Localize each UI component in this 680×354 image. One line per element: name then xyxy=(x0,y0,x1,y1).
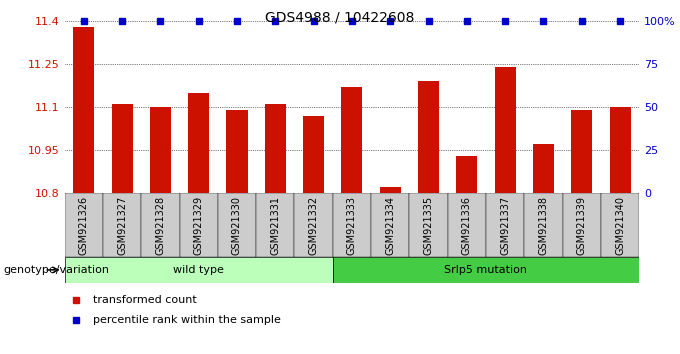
Bar xyxy=(456,156,477,193)
Text: GSM921340: GSM921340 xyxy=(615,196,625,255)
Bar xyxy=(533,144,554,193)
Bar xyxy=(303,116,324,193)
Bar xyxy=(265,104,286,193)
Text: Srlp5 mutation: Srlp5 mutation xyxy=(445,265,528,275)
FancyBboxPatch shape xyxy=(409,193,447,257)
Text: transformed count: transformed count xyxy=(93,295,197,305)
Bar xyxy=(341,87,362,193)
Bar xyxy=(150,107,171,193)
Text: GSM921329: GSM921329 xyxy=(194,196,204,255)
FancyBboxPatch shape xyxy=(524,193,562,257)
Text: genotype/variation: genotype/variation xyxy=(3,265,109,275)
Bar xyxy=(188,93,209,193)
FancyBboxPatch shape xyxy=(486,193,524,257)
FancyBboxPatch shape xyxy=(371,193,409,257)
FancyBboxPatch shape xyxy=(333,257,639,282)
Text: GSM921335: GSM921335 xyxy=(424,196,434,255)
Text: GSM921339: GSM921339 xyxy=(577,196,587,255)
Text: wild type: wild type xyxy=(173,265,224,275)
FancyBboxPatch shape xyxy=(294,193,333,257)
Text: GSM921333: GSM921333 xyxy=(347,196,357,255)
Text: percentile rank within the sample: percentile rank within the sample xyxy=(93,315,282,325)
FancyBboxPatch shape xyxy=(180,193,218,257)
Text: GSM921332: GSM921332 xyxy=(309,196,319,255)
Bar xyxy=(418,81,439,193)
Text: GSM921337: GSM921337 xyxy=(500,196,510,255)
Bar xyxy=(494,67,515,193)
FancyBboxPatch shape xyxy=(65,257,333,282)
FancyBboxPatch shape xyxy=(65,193,103,257)
Text: GSM921334: GSM921334 xyxy=(385,196,395,255)
Text: GSM921338: GSM921338 xyxy=(539,196,549,255)
FancyBboxPatch shape xyxy=(103,193,141,257)
FancyBboxPatch shape xyxy=(218,193,256,257)
Bar xyxy=(112,104,133,193)
Bar xyxy=(379,187,401,193)
Bar xyxy=(73,27,95,193)
Text: GSM921336: GSM921336 xyxy=(462,196,472,255)
FancyBboxPatch shape xyxy=(256,193,294,257)
Text: GSM921331: GSM921331 xyxy=(270,196,280,255)
Bar xyxy=(571,110,592,193)
Text: GDS4988 / 10422608: GDS4988 / 10422608 xyxy=(265,11,415,25)
Bar xyxy=(226,110,248,193)
Text: GSM921330: GSM921330 xyxy=(232,196,242,255)
FancyBboxPatch shape xyxy=(447,193,486,257)
FancyBboxPatch shape xyxy=(333,193,371,257)
FancyBboxPatch shape xyxy=(601,193,639,257)
Text: GSM921328: GSM921328 xyxy=(155,196,165,255)
Text: GSM921326: GSM921326 xyxy=(79,196,89,255)
Text: GSM921327: GSM921327 xyxy=(117,196,127,255)
Bar xyxy=(609,107,630,193)
FancyBboxPatch shape xyxy=(141,193,180,257)
FancyBboxPatch shape xyxy=(562,193,601,257)
